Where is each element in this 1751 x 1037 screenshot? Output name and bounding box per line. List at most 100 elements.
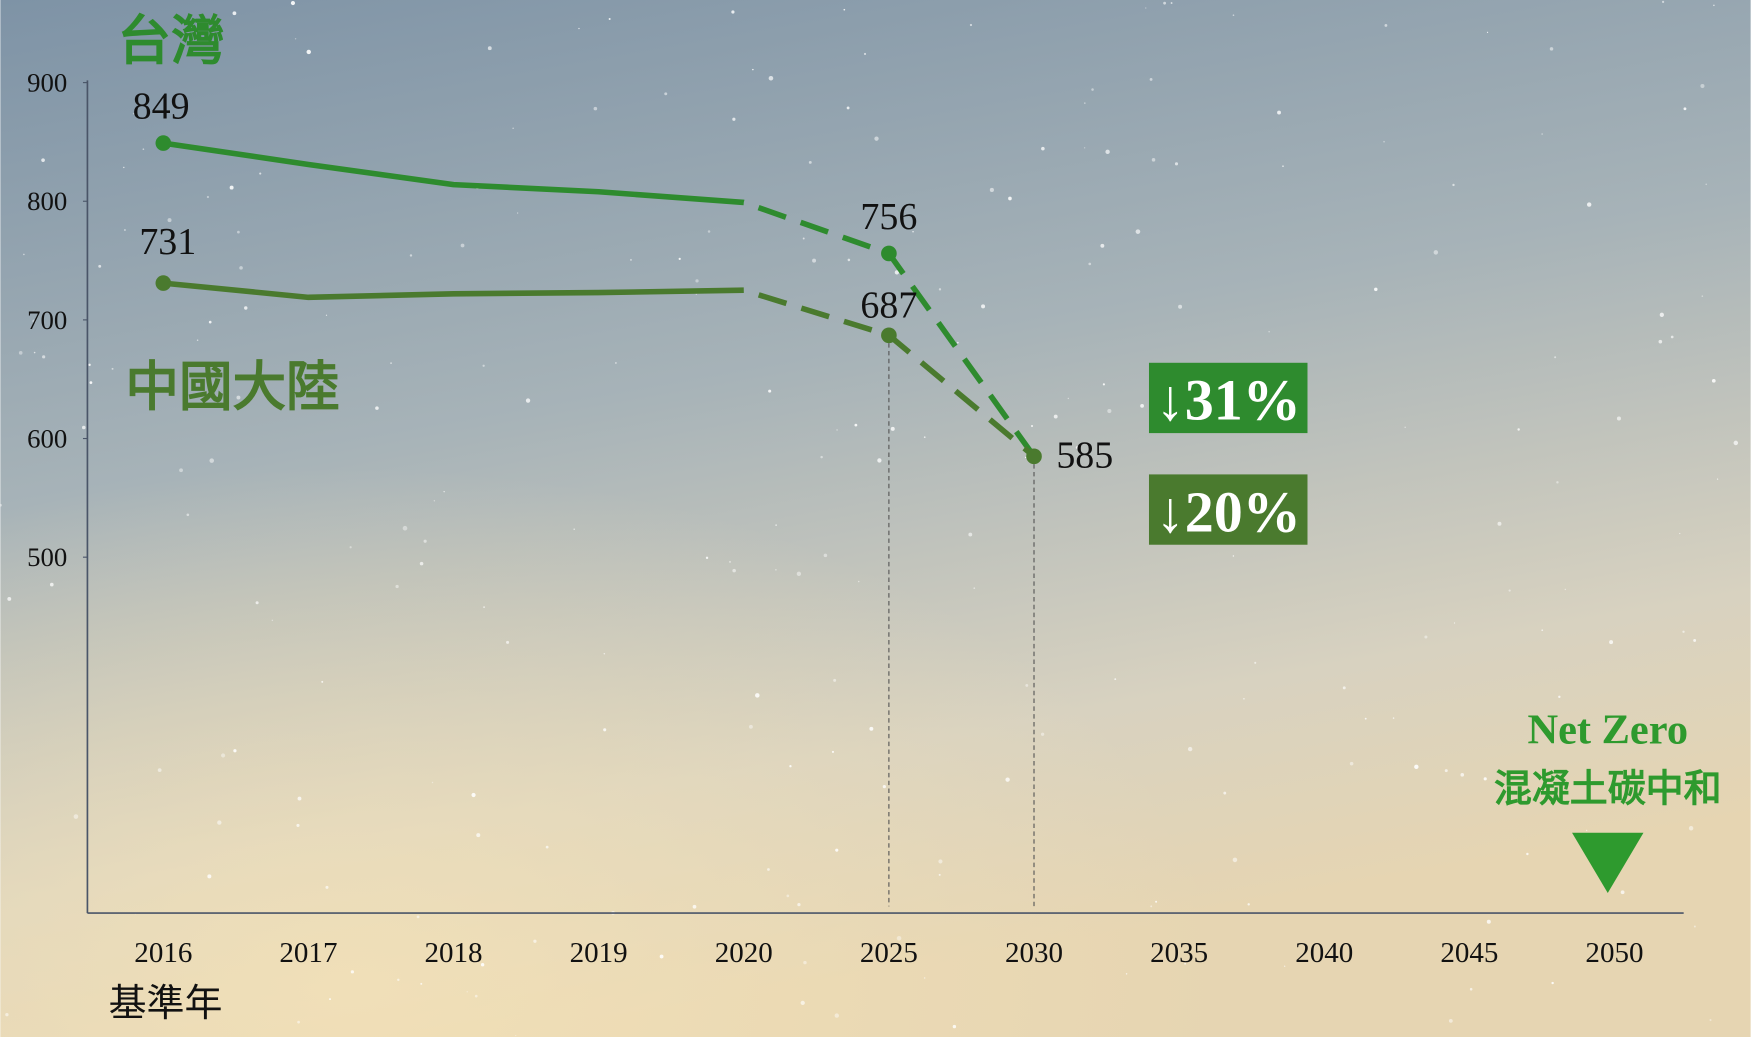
star: [403, 526, 408, 531]
star: [1470, 988, 1473, 991]
star: [209, 321, 212, 324]
star: [1460, 773, 1464, 777]
star: [990, 188, 994, 192]
star: [1712, 379, 1716, 383]
star: [217, 820, 221, 824]
star: [74, 814, 79, 819]
star: [1105, 150, 1109, 154]
star: [123, 167, 124, 168]
star: [467, 991, 468, 992]
star: [1282, 165, 1284, 167]
star: [476, 833, 480, 837]
star: [854, 424, 857, 427]
star: [1254, 662, 1256, 664]
reduction-label: ↓31%: [1156, 368, 1301, 433]
star: [604, 653, 605, 654]
star: [630, 259, 632, 261]
star: [1114, 678, 1116, 680]
star: [968, 533, 972, 537]
star: [848, 259, 851, 262]
star: [41, 158, 45, 162]
star: [755, 693, 760, 698]
star: [1248, 903, 1250, 905]
star: [1617, 416, 1621, 420]
star: [179, 468, 183, 472]
y-tick-label: 800: [27, 186, 67, 216]
y-tick-label: 700: [27, 305, 67, 335]
star: [1509, 590, 1511, 592]
star: [1171, 2, 1173, 4]
star: [512, 127, 514, 129]
star: [207, 196, 209, 198]
star: [1734, 441, 1739, 446]
star: [291, 1, 295, 5]
star: [1343, 686, 1346, 689]
star: [410, 254, 412, 256]
star: [789, 765, 791, 767]
star: [1609, 640, 1613, 644]
star: [874, 137, 878, 141]
star: [706, 557, 708, 559]
star: [230, 186, 234, 190]
star: [350, 546, 352, 548]
star: [1233, 555, 1234, 556]
star: [1705, 184, 1707, 186]
star: [970, 24, 972, 26]
star: [812, 259, 816, 263]
star: [233, 11, 237, 15]
series-name: 台灣: [118, 11, 225, 71]
x-tick-label: 2050: [1585, 937, 1643, 969]
star: [1107, 409, 1111, 413]
star: [329, 998, 331, 1000]
y-tick-label: 900: [27, 68, 67, 98]
star: [1393, 717, 1394, 718]
star: [801, 1001, 805, 1005]
star: [256, 601, 259, 604]
star: [90, 381, 93, 384]
star: [832, 751, 834, 753]
star: [515, 1035, 516, 1036]
star: [1709, 1019, 1711, 1021]
star: [1054, 415, 1058, 419]
star: [939, 874, 941, 876]
star: [239, 266, 243, 270]
star: [1008, 197, 1012, 201]
star: [321, 681, 323, 683]
star: [696, 294, 697, 295]
star: [432, 782, 433, 783]
star: [767, 868, 770, 871]
star: [1150, 78, 1153, 81]
star: [526, 398, 530, 402]
star: [729, 561, 731, 563]
star: [973, 587, 975, 589]
star: [775, 569, 776, 570]
star: [351, 970, 354, 973]
star: [296, 824, 299, 827]
star: [833, 679, 836, 682]
star: [1284, 966, 1285, 967]
star: [1541, 133, 1543, 135]
net-zero-sub-label: 混凝土碳中和: [1494, 768, 1722, 810]
star: [1497, 522, 1501, 526]
star: [443, 491, 444, 492]
star: [924, 977, 925, 978]
star: [546, 846, 549, 849]
star: [883, 785, 886, 788]
star: [1136, 229, 1141, 234]
star: [1694, 926, 1696, 928]
star: [1671, 336, 1674, 339]
star: [1145, 7, 1146, 8]
x-tick-label: 2016: [134, 937, 192, 969]
star: [326, 315, 327, 316]
star: [1188, 747, 1192, 751]
star: [843, 9, 845, 11]
star: [5, 1013, 8, 1016]
star: [1682, 631, 1684, 633]
star: [461, 244, 465, 248]
star: [1150, 905, 1152, 907]
star: [1487, 32, 1488, 33]
star: [1454, 622, 1455, 623]
star: [1517, 428, 1519, 430]
star: [847, 107, 850, 110]
star: [397, 979, 399, 981]
